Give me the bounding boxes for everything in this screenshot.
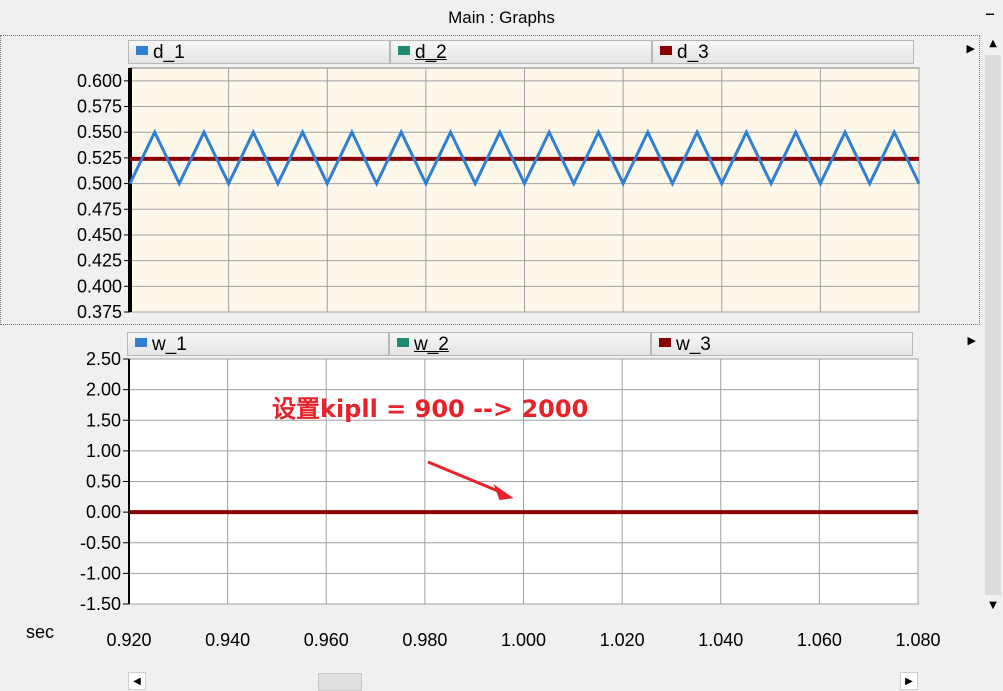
legend-item-w_1[interactable]: w_1 [127, 332, 389, 356]
series-d_1 [128, 128, 921, 188]
annotation-text: 设置kipll = 900 --> 2000 [272, 395, 588, 423]
y-tick-label: 0.475 [77, 199, 122, 219]
w_3-swatch [659, 338, 671, 347]
y-tick-label: 0.450 [77, 225, 122, 245]
y-tick-label: 0.00 [86, 502, 121, 522]
legend-d: d_1 d_2 d_3 [128, 40, 914, 64]
y-tick-label: -0.50 [80, 533, 121, 553]
legend-item-d_3[interactable]: d_3 [652, 40, 914, 64]
legend-label: d_2 [415, 42, 447, 63]
minus-icon[interactable]: – [985, 1, 995, 25]
chart-w: 2.50 2.00 1.50 1.00 0.50 0.00 -0.50 -1.00 -1.50 设… [80, 349, 919, 614]
scroll-down-icon[interactable]: ▼ [989, 600, 997, 611]
scroll-up-icon[interactable]: ▲ [989, 38, 997, 49]
y-tick-label: 0.575 [77, 97, 122, 117]
y-tick-label: -1.50 [80, 594, 121, 614]
x-tick-label: 0.960 [304, 630, 349, 650]
d_3-swatch [660, 46, 672, 55]
expand-arrow-icon[interactable]: ▶ [967, 334, 976, 347]
legend-label: d_3 [677, 42, 709, 63]
y-tick-label: 1.00 [86, 441, 121, 461]
w_1-swatch [135, 338, 147, 347]
y-tick-label: 0.375 [77, 302, 122, 322]
window-titlebar: Main : Graphs – [0, 0, 1003, 34]
x-tick-label: 1.000 [501, 630, 546, 650]
w_2-swatch [397, 338, 409, 347]
scroll-right-icon[interactable]: ▶ [900, 672, 918, 690]
graph-panel-w: w_1 w_2 w_3 ▶ 2.50 2.00 1.50 1.00 0.50 0.00 -0… [0, 328, 980, 618]
x-tick-label: 1.020 [600, 630, 645, 650]
x-tick-label: 1.040 [698, 630, 743, 650]
chart-d: 0.600 0.575 0.550 0.525 0.500 0.475 0.450 0.425… [77, 67, 921, 322]
vertical-scrollbar[interactable]: ▲ ▼ [984, 35, 1002, 615]
legend-label: w_1 [152, 334, 187, 355]
legend-label: w_3 [676, 334, 711, 355]
x-axis: sec 0.920 0.940 0.960 0.980 1.000 1.020 1.040 1.… [26, 622, 941, 650]
x-unit-label: sec [26, 622, 54, 642]
legend-item-w_3[interactable]: w_3 [651, 332, 913, 356]
y-tick-label: 0.500 [77, 174, 122, 194]
graph-panel-d: d_1 d_2 d_3 ▶ 0.600 0.575 0.550 0.525 0.500 0… [0, 35, 980, 325]
legend-item-d_1[interactable]: d_1 [128, 40, 390, 64]
y-tick-label: 0.600 [77, 71, 122, 91]
legend-w: w_1 w_2 w_3 [127, 332, 913, 356]
y-tick-label: 0.425 [77, 251, 122, 271]
legend-item-d_2[interactable]: d_2 [390, 40, 652, 64]
scroll-thumb[interactable] [318, 673, 362, 691]
y-tick-label: 2.50 [86, 349, 121, 369]
y-tick-label: 0.50 [86, 472, 121, 492]
legend-label: w_2 [414, 334, 449, 355]
y-tick-label: -1.00 [80, 563, 121, 583]
d_2-swatch [398, 46, 410, 55]
expand-arrow-icon[interactable]: ▶ [966, 42, 975, 55]
window-title: Main : Graphs [448, 8, 555, 27]
y-tick-label: 0.400 [77, 276, 122, 296]
y-tick-label: 0.550 [77, 122, 122, 142]
scroll-left-icon[interactable]: ◀ [128, 672, 146, 690]
annotation-arrow [427, 460, 507, 496]
y-tick-label: 0.525 [77, 148, 122, 168]
x-tick-label: 0.980 [402, 630, 447, 650]
x-tick-label: 1.060 [797, 630, 842, 650]
scroll-thumb[interactable] [985, 55, 1001, 595]
x-tick-label: 0.920 [106, 630, 151, 650]
x-tick-label: 0.940 [205, 630, 250, 650]
x-tick-label: 1.080 [895, 630, 940, 650]
y-tick-label: 1.50 [86, 410, 121, 430]
legend-label: d_1 [153, 42, 185, 63]
horizontal-scrollbar[interactable]: ◀ ▶ [128, 672, 918, 691]
legend-item-w_2[interactable]: w_2 [389, 332, 651, 356]
annotation-arrow-head [493, 484, 514, 501]
y-tick-label: 2.00 [86, 380, 121, 400]
d_1-swatch [136, 46, 148, 55]
